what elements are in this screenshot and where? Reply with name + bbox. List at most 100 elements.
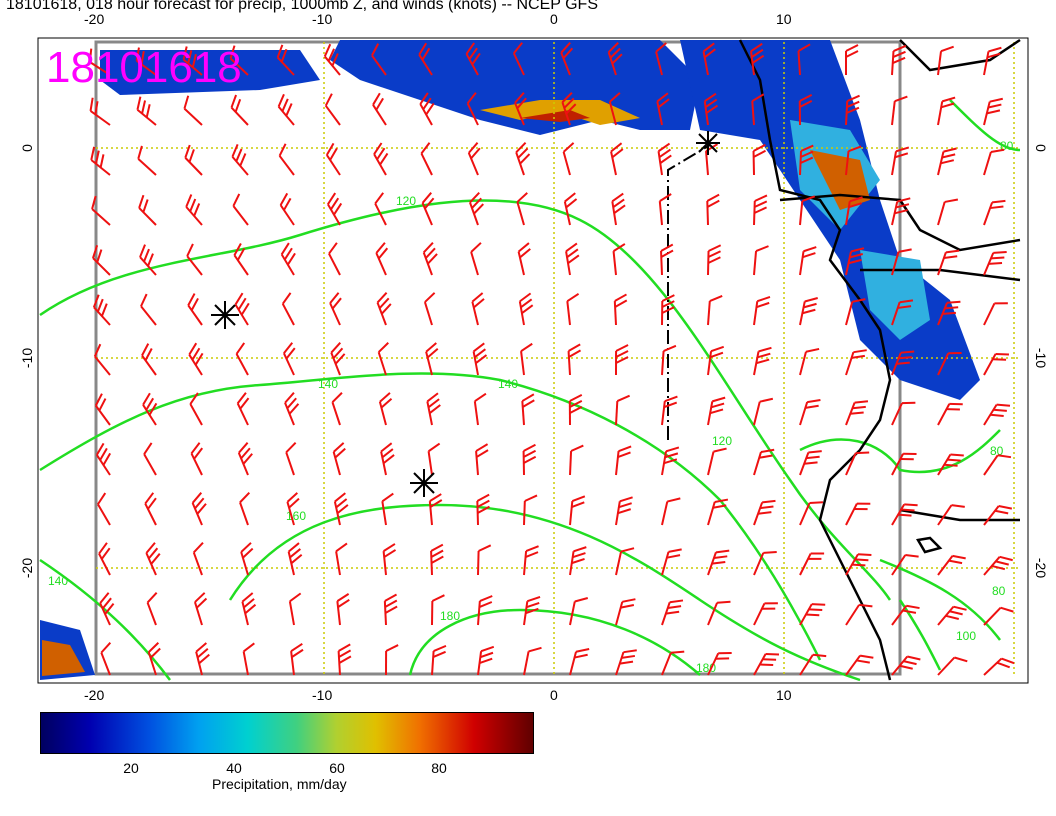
wind-barb bbox=[753, 551, 777, 576]
contour-label: 180 bbox=[696, 661, 716, 675]
wind-barb bbox=[185, 194, 203, 226]
wind-barb bbox=[612, 243, 626, 276]
wind-barb bbox=[518, 292, 534, 326]
wind-barb bbox=[516, 192, 528, 226]
wind-barb bbox=[523, 646, 542, 676]
wind-barb bbox=[187, 293, 203, 326]
wind-barb bbox=[937, 45, 954, 76]
x-axis-top: -20 -10 0 10 bbox=[84, 11, 792, 27]
wind-barb bbox=[428, 493, 443, 526]
wind-barb bbox=[661, 294, 675, 326]
wind-barb bbox=[183, 95, 203, 126]
x-axis-bottom: -20 -10 0 10 bbox=[84, 687, 792, 703]
wind-barb bbox=[799, 195, 816, 226]
wind-barb bbox=[891, 503, 918, 526]
wind-barb bbox=[276, 44, 295, 76]
wind-barb bbox=[983, 199, 1006, 226]
wind-barb bbox=[242, 642, 255, 676]
wind-barb bbox=[563, 192, 578, 226]
wind-barb bbox=[192, 542, 204, 576]
wind-barb bbox=[661, 548, 682, 576]
contour-label: 140 bbox=[48, 574, 68, 588]
wind-barb bbox=[90, 146, 111, 176]
wind-barb bbox=[92, 294, 111, 326]
contour-label: 120 bbox=[396, 194, 416, 208]
wind-barb bbox=[568, 394, 583, 426]
wind-barb bbox=[937, 96, 956, 126]
wind-barb bbox=[845, 94, 860, 126]
wind-barb bbox=[471, 292, 485, 326]
wind-barb bbox=[797, 43, 811, 76]
wind-barb bbox=[560, 42, 574, 76]
wind-barb bbox=[983, 302, 1008, 326]
wind-barb bbox=[891, 554, 919, 576]
wind-barb bbox=[891, 95, 908, 126]
wind-barb bbox=[891, 452, 917, 476]
wind-barb bbox=[374, 192, 387, 226]
y-axis-right: 0 -10 -20 bbox=[1033, 144, 1049, 578]
wind-barb bbox=[661, 497, 681, 526]
timestamp-label: 18101618 bbox=[46, 43, 242, 92]
wind-barb bbox=[95, 442, 112, 476]
wind-barb bbox=[475, 443, 489, 476]
wind-barb bbox=[753, 346, 772, 376]
wind-barb bbox=[615, 649, 637, 676]
wind-barb bbox=[845, 553, 872, 576]
wind-barb bbox=[378, 392, 393, 426]
wind-barb bbox=[707, 345, 725, 376]
colorbar-tick: 80 bbox=[431, 760, 447, 776]
wind-barb bbox=[613, 293, 628, 326]
wind-barb bbox=[615, 598, 636, 626]
wind-barb bbox=[983, 606, 1014, 626]
precipitation-colorbar bbox=[40, 712, 534, 754]
wind-barb bbox=[799, 398, 821, 426]
wind-barb bbox=[288, 592, 302, 626]
wind-barb bbox=[983, 148, 1005, 176]
wind-barb bbox=[937, 605, 967, 626]
wind-barb bbox=[426, 392, 441, 426]
wind-barb bbox=[233, 242, 249, 276]
wind-barb bbox=[753, 194, 768, 226]
wind-barb bbox=[983, 97, 1004, 126]
contour-label: 180 bbox=[440, 609, 460, 623]
wind-barb bbox=[562, 142, 575, 176]
wind-barb bbox=[281, 292, 295, 326]
map-title: 18101618, 018 hour forecast for precip, … bbox=[6, 0, 598, 13]
wind-barb bbox=[983, 555, 1013, 576]
wind-barb bbox=[431, 644, 447, 676]
wind-barb bbox=[138, 194, 157, 226]
wind-barb bbox=[287, 542, 303, 576]
wind-barb bbox=[661, 599, 684, 626]
wind-barb bbox=[845, 44, 859, 76]
wind-barb bbox=[521, 393, 535, 426]
wind-barb bbox=[235, 342, 249, 376]
wind-barb bbox=[608, 92, 621, 126]
wind-barb bbox=[430, 543, 444, 576]
wind-barb bbox=[707, 396, 726, 426]
wind-barb bbox=[189, 392, 203, 426]
wind-barb bbox=[337, 643, 352, 676]
wind-barb bbox=[380, 442, 395, 476]
wind-barb bbox=[512, 42, 525, 76]
wind-barb bbox=[891, 197, 911, 226]
wind-barb bbox=[335, 542, 348, 576]
wind-barb bbox=[139, 244, 157, 276]
dashed-boundary bbox=[667, 144, 711, 440]
wind-barb bbox=[234, 292, 250, 326]
colorbar-tick: 20 bbox=[123, 760, 139, 776]
wind-barb bbox=[467, 142, 481, 176]
wind-barb bbox=[92, 245, 111, 276]
wind-barb bbox=[845, 247, 865, 276]
wind-barb bbox=[329, 292, 342, 326]
wind-barb bbox=[97, 492, 111, 526]
colorbar-label: Precipitation, mm/day bbox=[212, 776, 347, 792]
wind-barb bbox=[799, 653, 827, 676]
wind-barb bbox=[323, 43, 341, 76]
wind-barb bbox=[236, 392, 250, 426]
wind-barb bbox=[469, 192, 484, 226]
contour-label: 140 bbox=[498, 377, 518, 391]
wind-barb bbox=[656, 92, 670, 126]
wind-barb bbox=[376, 292, 392, 326]
wind-barb bbox=[186, 243, 203, 276]
y-tick-label: -10 bbox=[19, 348, 35, 368]
